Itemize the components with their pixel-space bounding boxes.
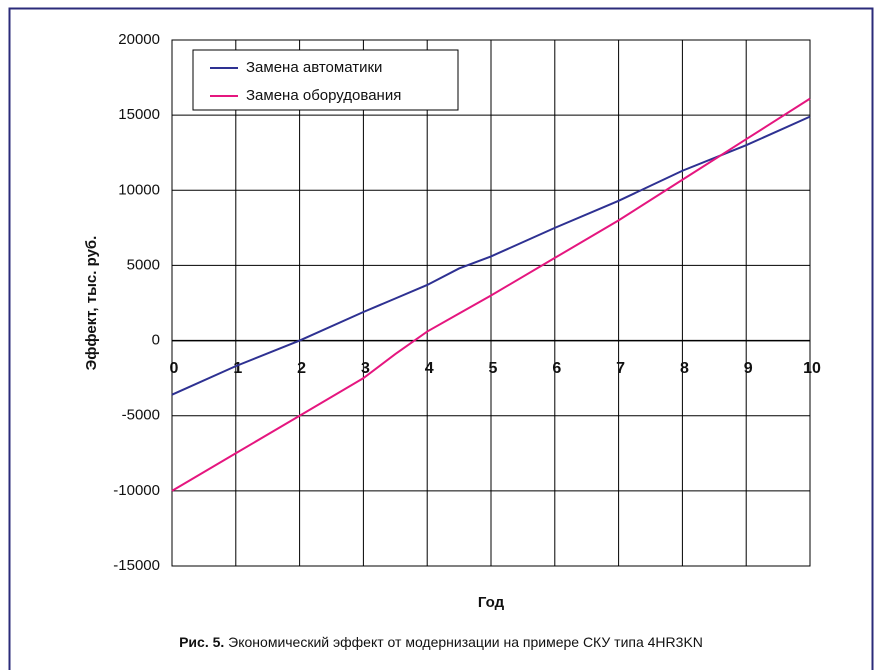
y-tick-label: 15000: [118, 106, 160, 123]
caption-label: Рис. 5.: [179, 634, 224, 650]
legend-label: Замена оборудования: [246, 87, 401, 104]
series-line: [171, 115, 811, 396]
x-tick-label: 5: [489, 360, 498, 377]
x-tick-label: 4: [425, 360, 434, 377]
y-axis-label: Эффект, тыс. руб.: [83, 236, 100, 371]
y-tick-label: -15000: [113, 557, 160, 574]
x-tick-label: 10: [803, 360, 821, 377]
x-tick-label: 6: [552, 360, 561, 377]
y-tick-label: -5000: [122, 407, 160, 424]
y-tick-label: 5000: [127, 256, 160, 273]
x-axis-label: Год: [478, 594, 505, 611]
x-tick-label: 7: [616, 360, 625, 377]
caption-text: Экономический эффект от модернизации на …: [228, 634, 703, 650]
legend-label: Замена автоматики: [246, 59, 382, 76]
frame: [8, 7, 874, 670]
y-tick-label: -10000: [113, 482, 160, 499]
x-tick-label: 0: [170, 360, 179, 377]
x-tick-label: 3: [361, 360, 370, 377]
x-tick-label: 9: [744, 360, 753, 377]
series-line: [171, 97, 811, 492]
y-tick-label: 10000: [118, 181, 160, 198]
y-tick-label: 0: [152, 332, 160, 349]
legend-box: [192, 49, 459, 111]
x-tick-label: 2: [297, 360, 306, 377]
plot-border: [171, 39, 811, 567]
y-tick-label: 20000: [118, 31, 160, 48]
x-tick-label: 8: [680, 360, 689, 377]
caption: Рис. 5. Экономический эффект от модерниз…: [179, 634, 703, 650]
x-tick-label: 1: [233, 360, 242, 377]
